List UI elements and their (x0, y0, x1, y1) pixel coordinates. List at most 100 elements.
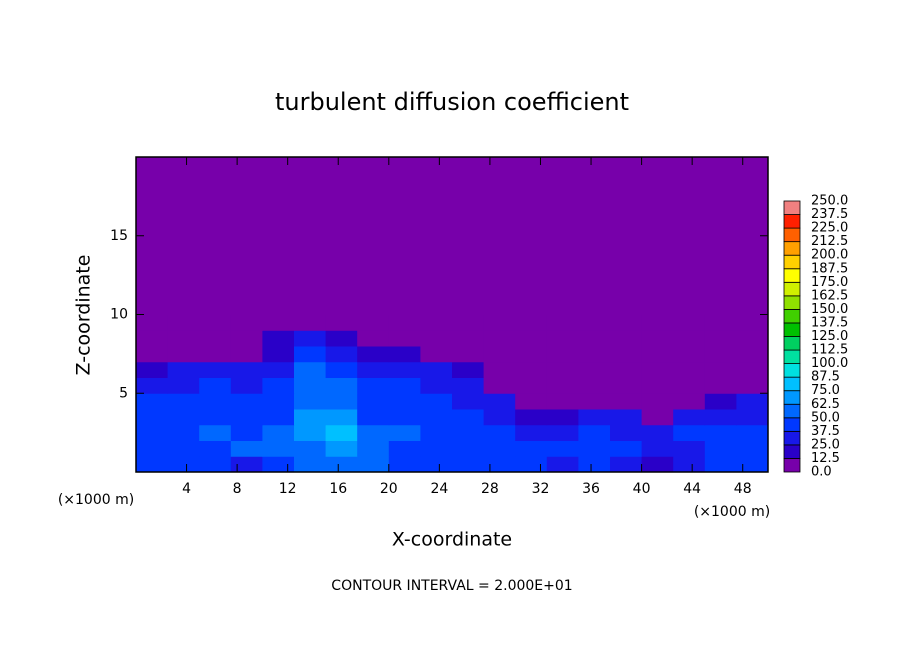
cell (167, 346, 200, 363)
cell (199, 377, 232, 394)
cell (262, 456, 295, 473)
x-tick-label: 40 (633, 481, 651, 497)
cell (578, 440, 611, 457)
cell (673, 409, 706, 426)
cell (736, 314, 769, 331)
cell (452, 314, 485, 331)
cell (641, 346, 674, 363)
cell (673, 424, 706, 441)
cell (325, 377, 358, 394)
cell (388, 393, 421, 410)
cell (357, 424, 390, 441)
cell (230, 330, 263, 347)
cell (641, 361, 674, 378)
colorbar-label: 212.5 (811, 234, 848, 249)
cell (357, 346, 390, 363)
cell (167, 361, 200, 378)
cell (325, 409, 358, 426)
cell (325, 314, 358, 331)
colorbar-swatch (783, 403, 801, 419)
cell (673, 346, 706, 363)
cell (230, 440, 263, 457)
cell (673, 330, 706, 347)
x-tick-label: 28 (481, 481, 499, 497)
x-tick-label: 36 (582, 481, 600, 497)
colorbar-label: 162.5 (811, 288, 848, 303)
cell (641, 424, 674, 441)
cell (704, 314, 737, 331)
cell (704, 330, 737, 347)
cell (325, 393, 358, 410)
colorbar-label: 100.0 (811, 356, 848, 371)
x-tick-label: 48 (734, 481, 752, 497)
cell (641, 314, 674, 331)
cell (546, 393, 579, 410)
cell (578, 330, 611, 347)
cell (136, 346, 169, 363)
cell (610, 409, 643, 426)
cell (294, 377, 327, 394)
cell (704, 393, 737, 410)
cell (673, 361, 706, 378)
cell (357, 409, 390, 426)
cell (294, 314, 327, 331)
cell (736, 456, 769, 473)
x-tick-label: 24 (430, 481, 448, 497)
colorbar-swatch (783, 227, 801, 243)
cell (736, 346, 769, 363)
cell (199, 409, 232, 426)
cell (546, 314, 579, 331)
colorbar-swatch (783, 376, 801, 392)
cell (673, 393, 706, 410)
cell (736, 330, 769, 347)
colorbar-label: 250.0 (811, 194, 848, 209)
cell (515, 377, 548, 394)
colorbar-swatch (783, 214, 801, 229)
cell (294, 393, 327, 410)
cell (136, 314, 169, 331)
cell (420, 346, 453, 363)
cell (167, 456, 200, 473)
cell (136, 377, 169, 394)
colorbar-label: 12.5 (811, 451, 840, 466)
cell (136, 409, 169, 426)
colorbar-label: 200.0 (811, 248, 848, 263)
cell (420, 409, 453, 426)
cell (546, 424, 579, 441)
y-tick-label: 10 (110, 307, 128, 323)
cell (136, 440, 169, 457)
cell (546, 330, 579, 347)
annotation: CONTOUR INTERVAL = 2.000E+01 (331, 578, 572, 594)
cell (515, 393, 548, 410)
cell (483, 456, 516, 473)
cell (388, 377, 421, 394)
cell (610, 346, 643, 363)
cell (483, 377, 516, 394)
cell (704, 456, 737, 473)
cell (610, 393, 643, 410)
cell (325, 330, 358, 347)
cell (357, 361, 390, 378)
cell (230, 456, 263, 473)
cell (136, 393, 169, 410)
cell (483, 424, 516, 441)
cell (578, 314, 611, 331)
colorbar-swatch (783, 363, 801, 378)
colorbar-label: 62.5 (811, 397, 840, 412)
colorbar-swatch (783, 281, 801, 297)
y-tick-label: 5 (119, 385, 128, 401)
cell (325, 361, 358, 378)
cell (515, 314, 548, 331)
colorbar-label: 75.0 (811, 383, 840, 398)
colorbar-swatch (783, 430, 801, 446)
cell (515, 424, 548, 441)
cell (483, 409, 516, 426)
cell (610, 314, 643, 331)
cell (515, 330, 548, 347)
cell (199, 314, 232, 331)
cell (515, 409, 548, 426)
cell (325, 346, 358, 363)
cell (641, 377, 674, 394)
chart-title: turbulent diffusion coefficient (275, 88, 629, 116)
